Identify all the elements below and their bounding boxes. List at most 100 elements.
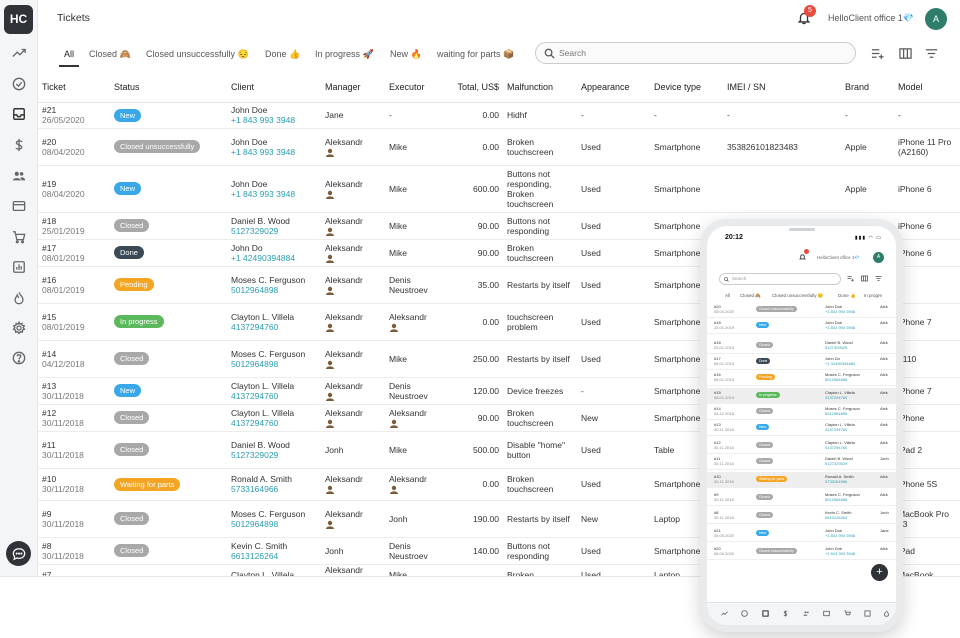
phone-status-badge[interactable]: Closed xyxy=(756,342,773,348)
ticket-cell[interactable]: #18 25/01/2019 xyxy=(38,212,110,240)
status-cell[interactable] xyxy=(110,564,227,576)
client-name[interactable]: Kevin C. Smith xyxy=(231,540,288,551)
status-cell[interactable]: In progress xyxy=(110,303,227,341)
client-name[interactable]: Moses C. Ferguson xyxy=(231,348,306,359)
phone-list-item[interactable]: #20 08.04.2020 Closed unsuccessfully John D… xyxy=(707,544,896,560)
phone-client-cell[interactable]: John Doe +1 843 993 3948 xyxy=(825,304,855,314)
phone-client-cell[interactable]: Moses C. Ferguson 5012964898 xyxy=(825,406,860,416)
phone-nav-check-icon[interactable] xyxy=(741,610,748,617)
status-badge[interactable]: New xyxy=(114,182,142,195)
phone-status-badge[interactable]: Closed xyxy=(756,408,773,414)
col-total[interactable]: Total, US$ xyxy=(449,72,503,103)
cart-icon[interactable] xyxy=(11,229,27,245)
status-cell[interactable]: Closed xyxy=(110,537,227,565)
inbox-icon[interactable] xyxy=(11,106,27,122)
status-badge[interactable]: Pending xyxy=(114,278,154,291)
status-badge[interactable]: Closed xyxy=(114,411,150,424)
phone-list-item[interactable]: #21 26.05.2020 New John Doe +1 843 993 3948 J… xyxy=(707,526,896,542)
status-badge[interactable]: New xyxy=(114,108,142,122)
status-cell[interactable]: Closed xyxy=(110,431,227,469)
ticket-cell[interactable]: #17 08/01/2019 xyxy=(38,239,110,267)
client-phone[interactable]: 4137294760 xyxy=(231,390,279,401)
phone-bell-icon[interactable] xyxy=(799,253,806,261)
avatar[interactable]: A xyxy=(925,8,947,30)
phone-columns-icon[interactable] xyxy=(861,275,868,282)
phone-ticket-cell[interactable]: #20 08.04.2020 xyxy=(714,546,734,556)
ticket-cell[interactable]: #19 08/04/2020 xyxy=(38,165,110,213)
phone-ticket-cell[interactable]: #10 30.11.2018 xyxy=(714,474,734,484)
col-malfunction[interactable]: Malfunction xyxy=(503,72,577,103)
client-phone[interactable]: 5127329029 xyxy=(231,225,279,236)
status-cell[interactable]: Done xyxy=(110,239,227,267)
status-cell[interactable]: Closed xyxy=(110,212,227,240)
client-cell[interactable]: Clayton L. Villela 4137294760 xyxy=(227,377,321,405)
phone-tab-in-progress[interactable]: In progre xyxy=(864,293,883,298)
client-phone[interactable]: 5733164966 xyxy=(231,484,279,494)
phone-status-badge[interactable]: New xyxy=(756,530,770,536)
tab-all[interactable]: All xyxy=(64,49,75,59)
phone-client-cell[interactable]: Clayton L. Villela 4137294760 xyxy=(825,440,855,450)
ticket-id[interactable]: #21 xyxy=(42,105,57,115)
ticket-id[interactable]: #13 xyxy=(42,380,57,391)
col-device-type[interactable]: Device type xyxy=(650,72,723,103)
phone-client-cell[interactable]: Moses C. Ferguson 5012964898 xyxy=(825,492,860,502)
client-cell[interactable]: Clayton L. Villela 4137294760 xyxy=(227,303,321,341)
trend-icon[interactable] xyxy=(11,45,27,61)
phone-list-item[interactable]: #10 30.11.2018 Waiting for parts Ronald A. … xyxy=(707,472,896,488)
phone-status-badge[interactable]: Closed xyxy=(756,512,773,518)
status-badge[interactable]: Closed xyxy=(114,544,150,557)
client-name[interactable]: Moses C. Ferguson xyxy=(231,508,306,519)
ticket-cell[interactable]: #8 30/11/2018 xyxy=(38,537,110,565)
filter-icon[interactable] xyxy=(925,47,938,60)
phone-status-badge[interactable]: Closed unsuccessfully xyxy=(756,548,797,554)
ticket-id[interactable]: #17 xyxy=(42,242,57,253)
phone-status-badge[interactable]: In progress xyxy=(756,392,780,398)
ticket-id[interactable]: #14 xyxy=(42,348,57,359)
status-badge[interactable]: Closed xyxy=(114,352,150,365)
phone-ticket-cell[interactable]: #9 30.11.2018 xyxy=(714,492,734,502)
client-name[interactable]: Daniel B. Wood xyxy=(231,439,290,450)
client-phone[interactable]: 4137294760 xyxy=(231,321,279,332)
ticket-cell[interactable]: #7 xyxy=(38,564,110,577)
client-phone[interactable]: +1 42490394884 xyxy=(231,252,296,263)
client-name[interactable]: Clayton L. Villela xyxy=(231,380,295,391)
phone-nav-report-icon[interactable] xyxy=(864,610,871,617)
phone-client-cell[interactable]: Clayton L. Villela 4137294760 xyxy=(825,422,855,432)
ticket-cell[interactable]: #9 30/11/2018 xyxy=(38,500,110,538)
table-row[interactable]: #21 26/05/2020 New John Doe +1 843 993 3948 J… xyxy=(38,102,960,129)
col-brand[interactable]: Brand xyxy=(841,72,894,103)
col-client[interactable]: Client xyxy=(227,72,321,103)
client-name[interactable]: John Doe xyxy=(231,178,268,189)
table-row[interactable]: #18 25/01/2019 Closed Daniel B. Wood 5127329… xyxy=(38,212,960,240)
client-phone[interactable]: +1 843 993 3948 xyxy=(231,188,296,199)
add-filter-icon[interactable] xyxy=(871,47,884,60)
fire-icon[interactable] xyxy=(11,290,27,306)
phone-ticket-cell[interactable]: #18 25.01.2019 xyxy=(714,320,734,330)
phone-client-cell[interactable]: Daniel B. Wood 5127329029 xyxy=(825,340,853,350)
phone-nav-inbox-icon[interactable] xyxy=(762,610,769,617)
client-name[interactable]: Daniel B. Wood xyxy=(231,215,290,226)
client-phone[interactable]: 5127329029 xyxy=(231,449,279,460)
table-row[interactable]: #11 30/11/2018 Closed Daniel B. Wood 5127329… xyxy=(38,431,960,469)
client-cell[interactable]: Moses C. Ferguson 5012964898 xyxy=(227,340,321,378)
phone-tab-closed-unsuccessfully[interactable]: Closed unsuccessfully 😔 xyxy=(772,293,824,298)
phone-list-item[interactable]: #12 30.11.2018 Closed Clayton L. Villela 413… xyxy=(707,438,896,454)
phone-list-item[interactable]: #13 30.11.2018 New Clayton L. Villela 413729… xyxy=(707,420,896,436)
columns-icon[interactable] xyxy=(899,47,912,60)
chat-button[interactable] xyxy=(6,541,31,566)
status-cell[interactable]: Closed xyxy=(110,404,227,432)
tab-done[interactable]: Done 👍 xyxy=(265,49,301,59)
phone-tab-done[interactable]: Done 👍 xyxy=(838,293,856,298)
ticket-cell[interactable]: #15 08/01/2019 xyxy=(38,303,110,341)
client-name[interactable]: Moses C. Ferguson xyxy=(231,274,306,285)
phone-list-item[interactable]: #8 30.11.2018 Closed Kevin C. Smith 66131262… xyxy=(707,508,896,524)
phone-nav-dollar-icon[interactable] xyxy=(782,610,789,617)
phone-status-badge[interactable]: Closed xyxy=(756,442,773,448)
phone-search-box[interactable]: Search xyxy=(719,273,841,285)
phone-list-item[interactable]: #18 25.01.2019 New John Doe +1 843 993 3948 A… xyxy=(707,318,896,334)
phone-status-badge[interactable]: Closed xyxy=(756,458,773,464)
phone-list-item[interactable]: #16 08.01.2019 Pending Moses C. Ferguson 501… xyxy=(707,370,896,386)
tab-in-progress[interactable]: In progress 🚀 xyxy=(315,49,374,59)
ticket-id[interactable]: #7 xyxy=(42,569,52,577)
client-name[interactable]: Clayton L. Villela xyxy=(231,407,295,418)
